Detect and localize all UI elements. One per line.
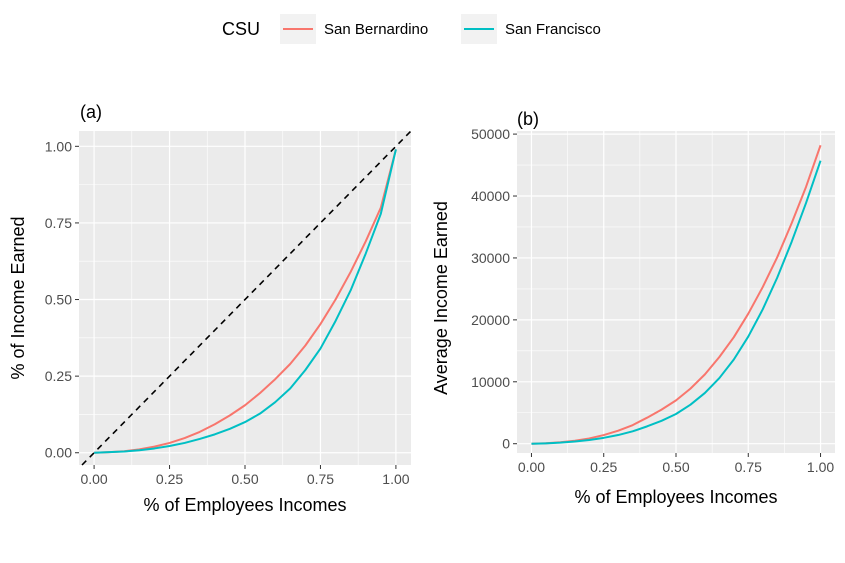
panel-a-ticks: 0.00 0.25 0.50 0.75 1.00 0.00 0.25 0.50 0.75 1.00 (45, 138, 410, 487)
y-tick-label: 0.75 (45, 215, 72, 231)
x-tick-label: 0.50 (662, 459, 689, 475)
legend-label-san-francisco: San Francisco (505, 21, 601, 38)
x-tick-label: 0.50 (231, 471, 258, 487)
y-tick-label: 0 (502, 436, 510, 452)
y-tick-label: 0.00 (45, 445, 72, 461)
y-tick-label: 30000 (471, 250, 510, 266)
panel-b-x-axis-title: % of Employees Incomes (574, 487, 777, 507)
x-tick-label: 0.25 (590, 459, 617, 475)
x-tick-label: 0.75 (307, 471, 334, 487)
y-tick-label: 50000 (471, 126, 510, 142)
x-tick-label: 0.00 (518, 459, 545, 475)
series-line-san-francisco (94, 149, 397, 454)
y-tick-label: 0.50 (45, 292, 72, 308)
y-tick-label: 40000 (471, 188, 510, 204)
legend: CSU San Bernardino San Francisco (222, 14, 601, 44)
panel-b-y-axis-title: Average Income Earned (431, 201, 451, 395)
x-tick-label: 1.00 (382, 471, 409, 487)
series-line-san-bernardino (531, 144, 822, 445)
panel-b-label: (b) (517, 109, 539, 129)
panel-a-grid (79, 131, 411, 465)
y-tick-label: 10000 (471, 374, 510, 390)
y-tick-label: 1.00 (45, 138, 72, 154)
y-tick-label: 0.25 (45, 368, 72, 384)
panel-b: (b) 0.00 0.25 0.50 0.75 1.00 0 10000 20000 30000… (431, 109, 835, 507)
panel-b-grid (517, 131, 835, 453)
panel-a-y-axis-title: % of Income Earned (8, 216, 28, 379)
legend-label-san-bernardino: San Bernardino (324, 21, 428, 38)
x-tick-label: 1.00 (807, 459, 834, 475)
x-tick-label: 0.25 (156, 471, 183, 487)
equality-reference-line (81, 130, 412, 466)
panel-a-reference (81, 130, 412, 466)
panel-a-x-axis-title: % of Employees Incomes (143, 495, 346, 515)
panel-b-series (531, 144, 822, 445)
panel-a-label: (a) (80, 102, 102, 122)
legend-title: CSU (222, 19, 260, 39)
x-tick-label: 0.75 (735, 459, 762, 475)
panel-a: (a) 0.00 0.25 0.50 0.75 1.00 0.00 0.25 0.50 0.75… (8, 102, 412, 515)
panel-a-series (94, 149, 397, 454)
panel-b-ticks: 0.00 0.25 0.50 0.75 1.00 0 10000 20000 30000 4000… (471, 126, 834, 475)
series-line-san-francisco (531, 160, 822, 445)
series-line-san-bernardino (94, 149, 397, 454)
x-tick-label: 0.00 (80, 471, 107, 487)
y-tick-label: 20000 (471, 312, 510, 328)
